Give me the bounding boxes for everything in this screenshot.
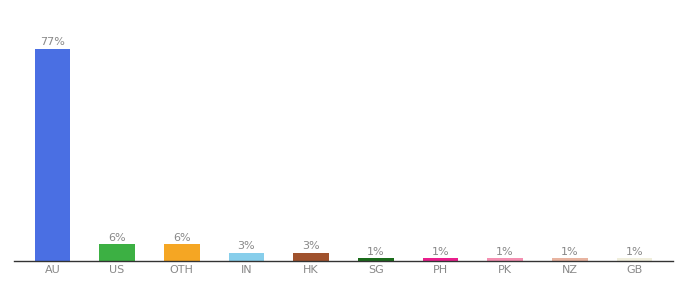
Text: 1%: 1% bbox=[561, 247, 579, 257]
Bar bbox=[35, 49, 70, 261]
Bar bbox=[99, 244, 135, 261]
Text: 3%: 3% bbox=[302, 241, 320, 251]
Bar bbox=[488, 258, 523, 261]
Bar bbox=[552, 258, 588, 261]
Text: 77%: 77% bbox=[40, 37, 65, 47]
Text: 1%: 1% bbox=[626, 247, 643, 257]
Text: 1%: 1% bbox=[496, 247, 514, 257]
Text: 6%: 6% bbox=[173, 233, 190, 243]
Text: 1%: 1% bbox=[432, 247, 449, 257]
Bar bbox=[293, 253, 329, 261]
Bar bbox=[358, 258, 394, 261]
Bar bbox=[164, 244, 199, 261]
Text: 3%: 3% bbox=[237, 241, 255, 251]
Text: 6%: 6% bbox=[108, 233, 126, 243]
Text: 1%: 1% bbox=[367, 247, 385, 257]
Bar bbox=[228, 253, 265, 261]
Bar bbox=[422, 258, 458, 261]
Bar bbox=[617, 258, 652, 261]
